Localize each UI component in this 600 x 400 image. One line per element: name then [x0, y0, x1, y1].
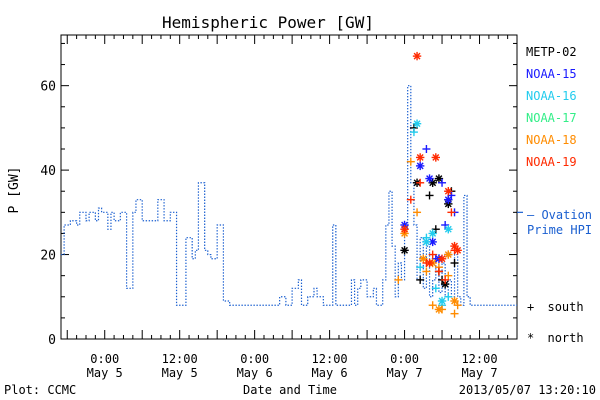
- footer-timestamp: 2013/05/07 13:20:10: [459, 383, 596, 397]
- x-tick-label-date: May 5: [87, 366, 123, 380]
- y-tick-label: 20: [40, 249, 56, 264]
- x-axis-label: Date and Time: [243, 383, 337, 397]
- y-axis-label: P [GW]: [7, 167, 22, 214]
- north-point: [412, 51, 422, 61]
- north-point: [431, 153, 440, 162]
- north-point: [440, 279, 450, 289]
- north-point: [412, 119, 422, 128]
- y-axis: 0 20 40 60: [40, 42, 517, 348]
- x-tick-label-time: 12:00: [312, 352, 348, 366]
- north-point: [422, 237, 431, 247]
- north-point: [400, 246, 409, 255]
- satellite-legend: METP-02 NOAA-15 NOAA-16 NOAA-17 NOAA-18 …: [526, 45, 577, 169]
- north-point: [428, 229, 437, 238]
- legend-noaa-19: NOAA-19: [526, 155, 577, 169]
- south-point: [416, 263, 425, 272]
- x-tick-label-time: 12:00: [461, 352, 497, 366]
- south-point: [422, 145, 431, 153]
- chart-title: Hemispheric Power [GW]: [162, 13, 374, 32]
- north-point: [444, 195, 453, 204]
- north-point: [444, 225, 453, 234]
- south-point: [434, 267, 443, 276]
- north-point: [419, 254, 428, 263]
- legend-noaa-16: NOAA-16: [526, 89, 577, 103]
- south-point: [416, 275, 425, 284]
- south-point: [444, 271, 453, 280]
- north-point: [415, 153, 425, 162]
- north-point: [400, 225, 409, 234]
- south-point: [422, 267, 431, 276]
- north-point: [453, 246, 462, 255]
- marker-legend: + south * north: [527, 300, 584, 345]
- south-point: [428, 301, 437, 310]
- south-point: [409, 128, 418, 137]
- plot-frame: [60, 34, 518, 340]
- north-marker-label: north: [547, 331, 583, 345]
- ovation-legend: — Ovation Prime HPI: [527, 208, 592, 237]
- south-point: [406, 195, 415, 204]
- x-tick-label-date: May 7: [461, 366, 497, 380]
- x-tick-label-date: May 7: [386, 366, 422, 380]
- y-tick-label: 60: [40, 80, 56, 95]
- x-tick-label-date: May 5: [162, 366, 198, 380]
- south-point: [450, 259, 459, 267]
- north-point: [450, 296, 459, 306]
- north-point: [437, 254, 447, 263]
- south-point: [394, 275, 403, 284]
- y-tick-label: 0: [48, 333, 56, 348]
- south-point: [431, 284, 440, 293]
- x-tick-label-time: 12:00: [162, 352, 198, 366]
- south-point: [428, 250, 437, 259]
- legend-noaa-17: NOAA-17: [526, 111, 577, 125]
- marker-legend-north: * north: [527, 331, 584, 345]
- south-point: [444, 292, 453, 301]
- legend-noaa-15: NOAA-15: [526, 67, 577, 81]
- north-point: [434, 305, 444, 314]
- legend-metp-02: METP-02: [526, 45, 577, 59]
- south-point: [450, 309, 459, 318]
- ovation-label-line1: — Ovation: [527, 208, 592, 222]
- legend-noaa-18: NOAA-18: [526, 133, 577, 147]
- south-marker-label: south: [547, 300, 583, 314]
- south-point: [431, 225, 440, 234]
- south-point: [453, 301, 462, 310]
- north-point: [444, 250, 453, 259]
- north-marker-symbol: *: [527, 331, 534, 345]
- south-point: [413, 208, 422, 217]
- south-point: [447, 208, 456, 217]
- south-point: [447, 191, 456, 200]
- north-point: [444, 187, 453, 196]
- north-point: [425, 258, 434, 268]
- south-point: [438, 178, 447, 187]
- north-point: [428, 178, 437, 187]
- ovation-prime-hpi-series: [61, 85, 517, 306]
- ovation-label-line2: Prime HPI: [527, 223, 592, 237]
- x-tick-label-time: 0:00: [240, 352, 269, 366]
- y-tick-label: 40: [40, 164, 56, 179]
- north-point: [425, 174, 434, 183]
- x-tick-label-date: May 6: [312, 366, 348, 380]
- north-point: [450, 241, 459, 251]
- north-point: [415, 161, 425, 171]
- x-tick-label-time: 0:00: [390, 352, 419, 366]
- x-tick-label-time: 0:00: [90, 352, 119, 366]
- satellite-points: [394, 51, 462, 318]
- north-point: [434, 174, 444, 183]
- south-marker-symbol: +: [527, 300, 534, 314]
- ovation-prime-hpi-line: [61, 85, 523, 306]
- south-point: [425, 191, 434, 200]
- south-point: [406, 157, 415, 166]
- south-point: [441, 275, 450, 284]
- x-tick-label-date: May 6: [237, 366, 273, 380]
- north-point: [437, 296, 447, 306]
- marker-legend-south: + south: [527, 300, 584, 314]
- south-point: [416, 178, 425, 187]
- south-point: [441, 221, 450, 229]
- footer-plot-credit: Plot: CCMC: [4, 383, 76, 397]
